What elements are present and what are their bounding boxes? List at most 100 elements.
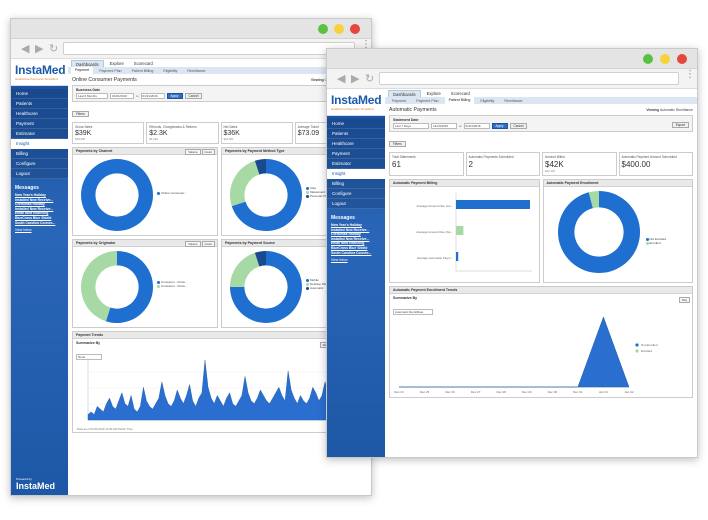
logo: InstaMed [331, 93, 382, 107]
message-link[interactable]: Installed New Receive... [331, 236, 370, 241]
from-date-field[interactable]: 12/24/2015 [431, 123, 457, 129]
sidebar-item-billing[interactable]: Billing [327, 179, 385, 189]
volume-toggle[interactable]: Volume [185, 149, 201, 155]
subtab-patient-billing[interactable]: Patient Billing [444, 97, 475, 104]
close-button[interactable] [350, 24, 360, 34]
menu-icon[interactable]: ⋮ [361, 39, 371, 50]
legend-item: Automatic [306, 286, 328, 290]
kpi-value: $42K [545, 160, 564, 169]
sidebar-item-estimator[interactable]: Estimator [11, 129, 68, 139]
cancel-button[interactable]: Cancel [509, 123, 528, 129]
sidebar-item-home[interactable]: Home [11, 89, 68, 99]
subtab-eligibility[interactable]: Eligibility [480, 98, 495, 103]
message-link[interactable]: Email Now Reaching [331, 241, 365, 246]
summarize-select[interactable]: None [76, 354, 102, 360]
messages-heading: Messages [331, 215, 355, 221]
tab-explore[interactable]: Explore [109, 61, 124, 66]
apply-button[interactable]: Apply [491, 123, 508, 129]
legend-item: Not Enrolled [645, 237, 666, 241]
message-link[interactable]: BlueCross Blue Shield [15, 215, 52, 220]
apply-button[interactable]: Apply [166, 93, 183, 99]
subtab-payment[interactable]: Payment [392, 98, 407, 103]
subtab-eligibility[interactable]: Eligibility [163, 68, 178, 73]
donut-slice [230, 252, 260, 287]
tab-dashboards[interactable]: Dashboards [71, 60, 104, 67]
date-range-select[interactable]: Last 7 Days [393, 123, 429, 129]
message-link[interactable]: Christmas Holiday [15, 202, 45, 207]
sidebar-item-healthcare[interactable]: Healthcare [327, 139, 385, 149]
sidebar-item-configure[interactable]: Configure [11, 159, 68, 169]
cancel-button[interactable]: Cancel [184, 93, 203, 99]
url-field[interactable] [63, 42, 355, 55]
sidebar-item-logout[interactable]: Logout [327, 199, 385, 209]
kpi-value: $39K [75, 130, 92, 137]
forward-arrow-icon[interactable]: ▶ [351, 73, 360, 85]
sidebar-item-insight[interactable]: Insight [327, 169, 385, 179]
sidebar-item-healthcare[interactable]: Healthcare [11, 109, 68, 119]
message-link[interactable]: South Carolina Connec... [331, 250, 372, 255]
message-link[interactable]: Email Now Reaching [15, 211, 49, 216]
subtab-payment-plan[interactable]: Payment Plan [99, 68, 122, 73]
sidebar-item-billing[interactable]: Billing [11, 149, 68, 159]
forward-arrow-icon[interactable]: ▶ [35, 43, 44, 55]
tab-explore[interactable]: Explore [426, 91, 441, 96]
tab-dashboards[interactable]: Dashboards [388, 90, 421, 97]
sidebar-item-home[interactable]: Home [327, 119, 385, 129]
messages-heading: Messages [15, 185, 39, 191]
sidebar-item-patients[interactable]: Patients [327, 129, 385, 139]
view-inbox-link[interactable]: View Inbox [15, 228, 32, 233]
sidebar-item-payment[interactable]: Payment [327, 149, 385, 159]
maximize-button[interactable] [318, 24, 328, 34]
message-link[interactable]: Installed New Receive... [15, 197, 54, 202]
export-button[interactable]: Export [671, 122, 689, 128]
view-inbox-link[interactable]: View Inbox [331, 258, 348, 263]
billing-bar-chart: Average Amount Due (Au... Average Amount… [416, 193, 532, 272]
back-arrow-icon[interactable]: ◀ [21, 43, 30, 55]
message-link[interactable]: Christmas Holiday [331, 232, 361, 237]
from-date-field[interactable]: 01/01/2016 [110, 93, 134, 99]
sidebar-item-configure[interactable]: Configure [327, 189, 385, 199]
message-link[interactable]: BlueCross Blue Shield [331, 245, 368, 250]
reload-icon[interactable]: ↻ [49, 43, 59, 55]
subtab-remittance[interactable]: Remittance [187, 68, 206, 73]
subtab-payment[interactable]: Payment [71, 67, 94, 74]
filter-box: Business Date Last 6 Months 01/01/2016 t… [72, 85, 367, 102]
legend-item: Desktop Web [306, 282, 328, 286]
filters-button[interactable]: Filters [389, 141, 406, 147]
message-link[interactable]: New Year's Holiday [331, 223, 362, 227]
date-range-select[interactable]: Last 6 Months [76, 93, 108, 99]
sidebar-item-logout[interactable]: Logout [11, 169, 68, 179]
subtab-payment-plan[interactable]: Payment Plan [416, 98, 439, 103]
count-toggle[interactable]: Count [201, 149, 215, 155]
sidebar-item-estimator[interactable]: Estimator [327, 159, 385, 169]
donut-chart [230, 251, 302, 323]
day-button[interactable]: Day [679, 297, 690, 303]
summarize-select[interactable]: Automatic RemitDate [393, 309, 433, 315]
back-arrow-icon[interactable]: ◀ [337, 73, 346, 85]
sidebar-item-payment[interactable]: Payment [11, 119, 68, 129]
tab-scorecard[interactable]: Scorecard [450, 91, 470, 96]
to-date-field[interactable]: 01/01/2016 [463, 123, 490, 129]
menu-icon[interactable]: ⋮ [685, 69, 695, 80]
minimize-button[interactable] [660, 54, 670, 64]
enrollment-trend-chart: Dec 24 Dec 25 Dec 26 Dec 27 Dec 28 Dec 29 Dec … [394, 316, 658, 394]
message-link[interactable]: South Carolina Connec... [15, 220, 56, 225]
message-link[interactable]: Installed New Receive... [15, 206, 54, 211]
close-button[interactable] [677, 54, 687, 64]
maximize-button[interactable] [643, 54, 653, 64]
viewing-selector[interactable]: Viewing Automatic Remittance [646, 108, 693, 112]
filters-button[interactable]: Filters [72, 111, 89, 117]
url-field[interactable] [379, 72, 679, 85]
message-link[interactable]: New Year's Holiday [15, 193, 46, 197]
to-date-field[interactable]: 01/31/2016 [140, 93, 165, 99]
tab-scorecard[interactable]: Scorecard [133, 61, 153, 66]
count-toggle[interactable]: Count [201, 241, 215, 247]
subtab-remittance[interactable]: Remittance [504, 98, 523, 103]
volume-toggle[interactable]: Volume [185, 241, 201, 247]
sidebar-item-insight[interactable]: Insight [11, 139, 68, 149]
minimize-button[interactable] [334, 24, 344, 34]
sidebar-item-patients[interactable]: Patients [11, 99, 68, 109]
reload-icon[interactable]: ↻ [365, 73, 375, 85]
subtab-patient-billing[interactable]: Patient Billing [131, 68, 154, 73]
message-link[interactable]: Installed New Receive... [331, 227, 370, 232]
